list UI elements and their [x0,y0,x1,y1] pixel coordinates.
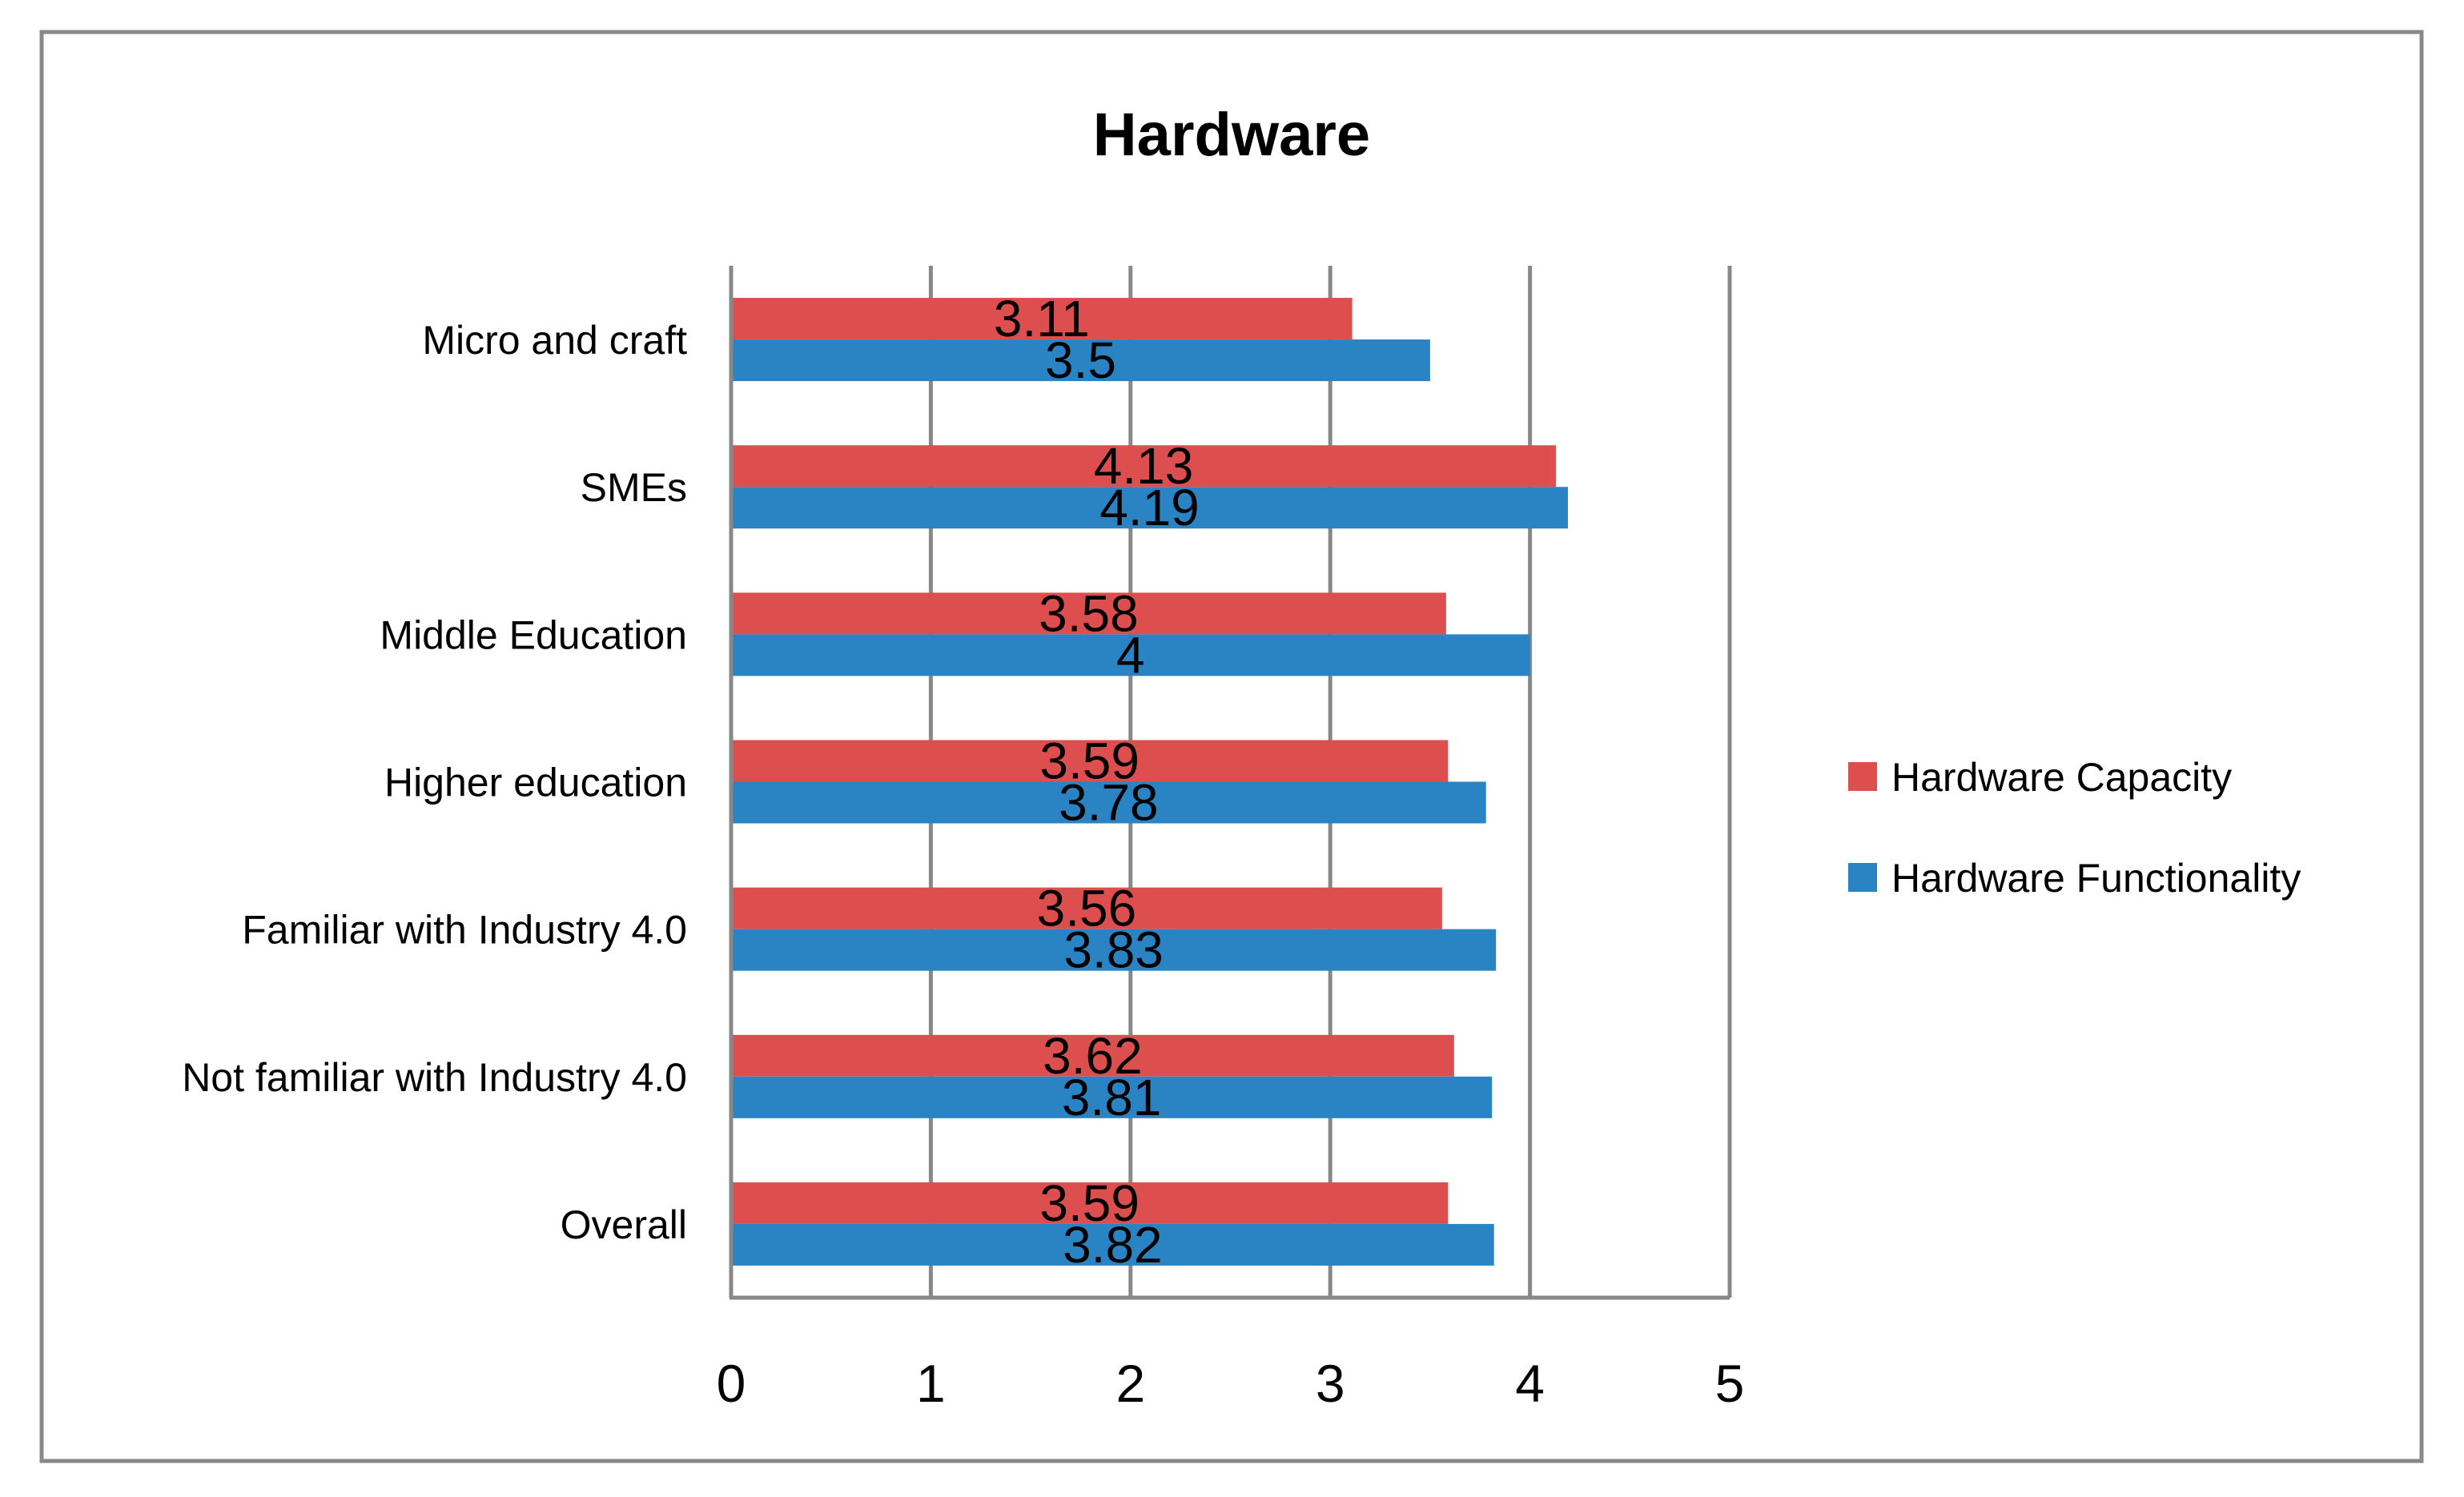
bar-capacity [731,1182,1449,1224]
bar-functionality [731,1223,1494,1266]
x-tick-label: 4 [1515,1354,1545,1413]
x-tick-label: 3 [1316,1354,1345,1413]
bars [731,298,1568,1266]
data-labels: 3.113.54.134.193.5843.593.783.563.833.62… [994,290,1200,1274]
legend-label: Hardware Capacity [1891,755,2232,800]
x-tick-label: 5 [1715,1354,1745,1413]
data-label-capacity: 3.62 [1043,1027,1143,1085]
bar-functionality [731,487,1568,529]
data-label-capacity: 3.11 [994,290,1090,347]
y-tick-label: Overall [561,1202,687,1247]
y-tick-label: Micro and craft [422,318,687,363]
chart-title: Hardware [1093,101,1370,169]
bar-capacity [731,592,1446,635]
data-label-capacity: 4.13 [1094,437,1194,495]
y-tick-label: Familiar with Industry 4.0 [242,908,687,953]
legend-label: Hardware Functionality [1891,856,2301,901]
y-tick-label: Higher education [384,761,687,805]
data-label-functionality: 3.5 [1045,331,1116,389]
bar-capacity [731,445,1557,488]
bar-functionality [731,634,1530,676]
y-tick-label: Middle Education [380,612,687,657]
x-tick-label: 1 [916,1354,946,1413]
data-label-capacity: 3.59 [1039,1174,1140,1232]
y-tick-label: Not familiar with Industry 4.0 [182,1055,687,1100]
bar-functionality [731,929,1497,971]
y-tick-label: SMEs [581,465,687,510]
bar-functionality [731,781,1486,824]
data-label-capacity: 3.58 [1039,584,1139,642]
legend-swatch [1848,762,1877,791]
legend-swatch [1848,863,1877,892]
data-label-functionality: 4.19 [1099,479,1200,536]
bar-capacity [731,887,1442,929]
data-label-capacity: 3.56 [1037,880,1137,937]
data-label-functionality: 3.83 [1063,921,1164,979]
x-tick-label: 2 [1115,1354,1145,1413]
data-label-functionality: 4 [1116,626,1145,684]
bar-capacity [731,1034,1454,1077]
bar-functionality [731,339,1430,382]
axes: 0 1 2 3 4 5 Micro and craft SMEs Middle Educatio… [182,266,1744,1413]
legend: Hardware Capacity Hardware Functionality [1848,755,2301,901]
bar-capacity [731,740,1449,782]
x-tick-label: 0 [717,1354,746,1413]
bar-capacity [731,298,1353,340]
data-label-functionality: 3.82 [1063,1216,1163,1274]
data-label-functionality: 3.81 [1062,1069,1162,1126]
data-label-functionality: 3.78 [1059,774,1159,832]
bar-functionality [731,1076,1493,1118]
data-label-capacity: 3.59 [1039,732,1140,790]
